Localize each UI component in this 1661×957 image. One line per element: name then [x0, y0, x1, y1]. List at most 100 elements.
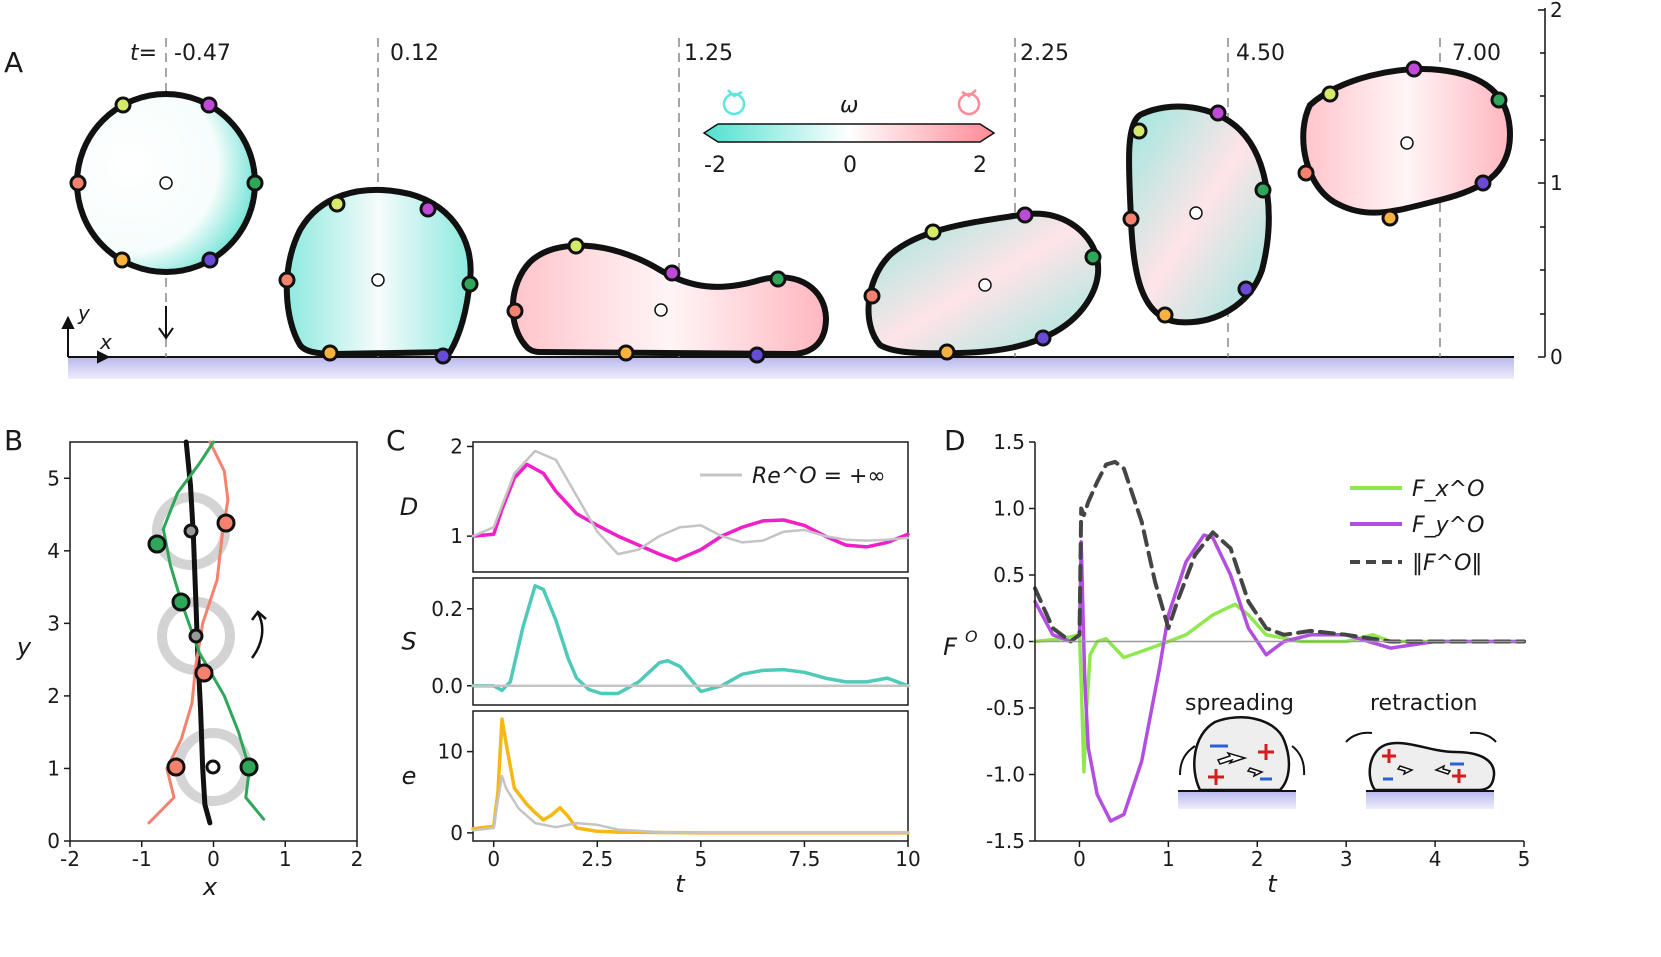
inset-droplet-spreading: [1193, 716, 1291, 792]
center-marker: [188, 628, 204, 644]
marker-purple: [1034, 329, 1052, 347]
panel-d: D 0 1 2 3 4 5 -1.5 -1.0 -0.5 0.0 0.5 1.0 1.5 t F O F_x^…: [943, 424, 1530, 898]
marker-orange: [69, 174, 87, 192]
center-marker: [183, 523, 199, 539]
x-tick-label: 2: [1251, 847, 1264, 871]
marker-magenta: [1016, 206, 1034, 224]
panel-a: A t= -0.47 0.12 1.25 2.25 4.50 7.00: [4, 0, 1563, 379]
marker-gold: [321, 344, 339, 362]
marker-green: [769, 270, 787, 288]
y-tick-label: 4: [47, 539, 60, 563]
marker-magenta: [663, 264, 681, 282]
axis-x-label-b: x: [202, 873, 218, 901]
trajectory-markers: [147, 513, 259, 777]
axis-y-label-a: y: [77, 301, 91, 325]
marker-orange: [506, 302, 524, 320]
colorbar-min: -2: [704, 153, 726, 178]
y-arrowhead: [61, 315, 75, 329]
marker-orange: [863, 287, 881, 305]
green-marker: [171, 592, 191, 612]
time-label-3: 1.25: [684, 41, 733, 66]
x-tick-label: 0: [207, 847, 220, 871]
panel-label-a: A: [4, 46, 23, 79]
y-tick-label: 1.5: [993, 430, 1025, 454]
center-of-mass-icon: [1189, 206, 1203, 220]
marker-purple: [748, 346, 766, 364]
marker-yellow: [114, 96, 132, 114]
marker-yellow: [924, 223, 942, 241]
y-tick-label: 0.2: [431, 597, 463, 621]
axis-x-label-c: t: [675, 870, 686, 898]
y-tick-label: 1: [450, 524, 463, 548]
series-line-re-inf: [471, 449, 910, 556]
colorbar-bar: [702, 123, 996, 143]
rotation-arrow-icon: [250, 612, 264, 659]
y-tick-label: 0: [450, 821, 463, 845]
colorbar: ω -2 0 2: [702, 89, 996, 178]
green-marker: [239, 757, 259, 777]
marker-green: [1254, 181, 1272, 199]
marker-yellow: [1130, 122, 1148, 140]
x-tick-label: 0: [1073, 847, 1086, 871]
axis-y-label-b: y: [16, 633, 32, 661]
plot-frame-c-e: [472, 710, 909, 842]
panel-label-b: B: [4, 424, 23, 457]
x-tick-label: -2: [60, 847, 80, 871]
flow-arrow-icon: [1216, 751, 1248, 765]
panel-c: C 1 2 D 0.0 0.2 S 0 10 e 0 2.5 5 7.5 10 t Re^O = +∞: [386, 424, 921, 898]
center-of-mass-icon: [654, 303, 668, 317]
x-tick-label: 1: [1162, 847, 1175, 871]
colorbar-max: 2: [973, 153, 987, 178]
axis-y-label-c-d: D: [400, 493, 418, 521]
droplet-outline-2: [283, 186, 474, 357]
y-tick-label: 1.0: [993, 497, 1025, 521]
down-arrowhead: [158, 327, 174, 340]
marker-magenta: [419, 200, 437, 218]
marker-orange: [1122, 210, 1140, 228]
colorbar-label: ω: [840, 93, 858, 118]
droplet-6: [1297, 60, 1513, 227]
legend-label-fx: F_x^O: [1412, 477, 1484, 502]
y-tick-label: -0.5: [986, 696, 1025, 720]
droplet-4: [863, 206, 1102, 361]
y-tick-label: 2: [450, 434, 463, 458]
marker-orange: [278, 271, 296, 289]
inset-arrow-right-icon: [1291, 745, 1306, 776]
marker-purple: [434, 347, 452, 365]
center-of-mass-icon: [371, 273, 385, 287]
marker-purple: [1237, 280, 1255, 298]
marker-yellow: [567, 237, 585, 255]
cw-arrow-icon: [961, 89, 977, 98]
y-tick-label: 0: [47, 829, 60, 853]
axis-x-label-d: t: [1267, 870, 1278, 898]
axis-x-label-a: x: [99, 330, 112, 354]
inset-substrate: [1366, 791, 1494, 809]
axis-y-label-d-sup: O: [965, 627, 978, 646]
y-tick-label: -1.0: [986, 763, 1025, 787]
marker-orange: [1297, 164, 1315, 182]
marker-gold: [113, 251, 131, 269]
y-tick-label: 10: [438, 740, 463, 764]
panel-label-c: C: [386, 424, 406, 457]
droplet-2: [278, 186, 479, 365]
series-line-orange-marker: [147, 440, 230, 825]
center-of-mass-icon: [1400, 136, 1414, 150]
colorbar-mid: 0: [843, 153, 857, 178]
x-tick-label: 5: [1518, 847, 1531, 871]
substrate: [68, 357, 1514, 379]
marker-gold: [617, 344, 635, 362]
y-tick-label: 0.0: [993, 630, 1025, 654]
time-prefix: t=: [130, 41, 157, 66]
orange-marker: [194, 663, 214, 683]
scale-label-1: 1: [1550, 171, 1563, 195]
inset-arrow-right-icon: [1469, 731, 1497, 743]
axis-y-label-d: F: [943, 633, 958, 661]
time-label-6: 7.00: [1452, 41, 1501, 66]
legend-label-re-inf: Re^O = +∞: [752, 464, 886, 489]
series-line-e: [471, 717, 910, 835]
inset-arrow-left-icon: [1179, 745, 1196, 776]
x-tick-label: -1: [132, 847, 152, 871]
droplet-3: [506, 237, 829, 364]
ccw-arrow-icon: [727, 89, 743, 98]
